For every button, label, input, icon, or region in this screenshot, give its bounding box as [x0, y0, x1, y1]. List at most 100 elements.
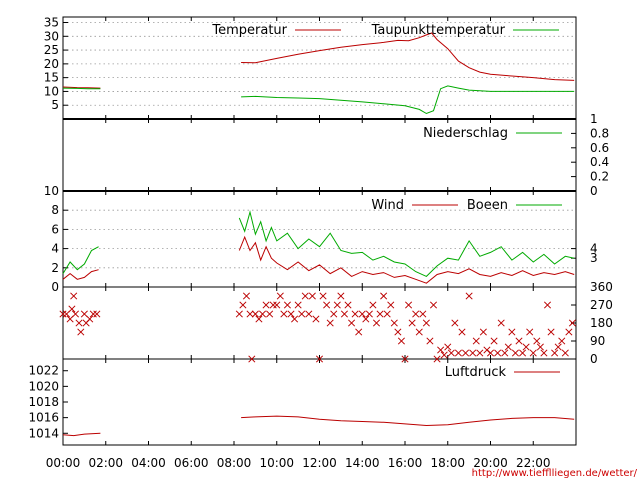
- wind-direction-point: [380, 292, 388, 300]
- wind-direction-point: [330, 310, 338, 318]
- wind-direction-point: [494, 349, 502, 357]
- wind-direction-point: [348, 319, 356, 327]
- series-line-wind: [238, 235, 575, 284]
- x-tick-label: 14:00: [345, 456, 380, 470]
- right-tick-label: 3: [590, 251, 598, 265]
- x-tick-label: 10:00: [259, 456, 294, 470]
- y-tick-label: 0.4: [590, 155, 609, 169]
- wind-direction-point: [497, 319, 505, 327]
- y-tick-label: 10: [44, 84, 59, 98]
- legend-label: Luftdruck: [445, 365, 507, 380]
- y-tick-label: 0.6: [590, 141, 609, 155]
- x-tick-label: 12:00: [302, 456, 337, 470]
- y-tick-label: 2: [51, 261, 59, 275]
- wind-direction-point: [451, 319, 459, 327]
- y-tick-label: 30: [44, 29, 59, 43]
- y-tick-label: 8: [51, 203, 59, 217]
- x-tick-label: 08:00: [217, 456, 252, 470]
- wind-direction-point: [68, 305, 76, 313]
- y-tick-label: 0: [51, 280, 59, 294]
- wind-direction-point: [75, 319, 83, 327]
- wind-direction-point: [429, 301, 438, 309]
- legend-label: Taupunkttemperatur: [371, 23, 506, 38]
- wind-direction-point: [235, 310, 243, 318]
- y-tick-label: 360: [590, 280, 613, 294]
- y-tick-label: 1022: [28, 364, 59, 378]
- wind-direction-point: [515, 337, 523, 345]
- legend-label: Niederschlag: [423, 126, 508, 141]
- wind-direction-point: [543, 301, 552, 309]
- wind-direction-point: [405, 301, 413, 309]
- x-tick-label: 04:00: [131, 456, 166, 470]
- wind-direction-point: [71, 310, 80, 318]
- wind-direction-point: [437, 346, 445, 354]
- wind-direction-point: [276, 292, 284, 300]
- wind-direction-point: [447, 349, 455, 357]
- series-line-taupunkttemperatur: [62, 87, 101, 90]
- wind-direction-point: [440, 351, 448, 359]
- wind-direction-point: [561, 349, 569, 357]
- wind-direction-point: [490, 337, 498, 345]
- y-tick-label: 90: [590, 334, 605, 348]
- wind-direction-point: [308, 292, 316, 300]
- wind-direction-point: [554, 343, 562, 351]
- wind-direction-point: [376, 310, 384, 318]
- wind-direction-point: [479, 328, 487, 336]
- wind-direction-point: [472, 337, 480, 345]
- wind-direction-point: [390, 319, 398, 327]
- wind-direction-point: [248, 355, 256, 363]
- wind-direction-point: [412, 310, 420, 318]
- wind-direction-point: [529, 349, 537, 357]
- y-tick-label: 1016: [28, 411, 59, 425]
- wind-direction-point: [355, 328, 363, 336]
- x-tick-label: 00:00: [46, 456, 81, 470]
- wind-direction-point: [251, 310, 259, 318]
- wind-direction-point: [469, 349, 477, 357]
- wind-direction-point: [565, 328, 573, 336]
- wind-direction-point: [387, 301, 395, 309]
- y-tick-label: 0: [590, 352, 598, 366]
- wind-direction-point: [283, 301, 291, 309]
- wind-direction-point: [77, 328, 85, 336]
- wind-direction-point: [287, 310, 295, 318]
- wind-direction-point: [383, 310, 391, 318]
- wind-direction-point: [415, 328, 423, 336]
- y-tick-label: 20: [44, 57, 59, 71]
- y-tick-label: 5: [51, 98, 59, 112]
- y-tick-label: 25: [44, 43, 59, 57]
- wind-direction-point: [326, 319, 334, 327]
- wind-direction-point: [511, 349, 519, 357]
- wind-direction-point: [547, 328, 555, 336]
- wind-direction-point: [365, 310, 373, 318]
- series-line-wind: [62, 269, 99, 280]
- series-line-temperatur: [241, 32, 575, 81]
- wind-direction-point: [551, 349, 559, 357]
- wind-direction-point: [526, 328, 534, 336]
- legend-label: Temperatur: [211, 23, 287, 38]
- wind-direction-point: [533, 337, 541, 345]
- right-tick-label: 4: [590, 242, 598, 256]
- x-tick-label: 16:00: [388, 456, 423, 470]
- wind-direction-point: [536, 343, 544, 351]
- wind-direction-point: [305, 310, 313, 318]
- series-line-luftdruck: [62, 432, 101, 437]
- wind-direction-point: [337, 292, 345, 300]
- x-tick-label: 20:00: [473, 456, 508, 470]
- wind-direction-point: [258, 310, 267, 318]
- wind-direction-point: [568, 319, 576, 327]
- x-tick-label: 18:00: [430, 456, 465, 470]
- wind-direction-point: [422, 319, 430, 327]
- wind-direction-point: [315, 355, 324, 363]
- wind-direction-point: [462, 349, 470, 357]
- x-tick-label: 22:00: [516, 456, 551, 470]
- y-tick-label: 180: [590, 316, 613, 330]
- wind-direction-point: [333, 301, 341, 309]
- wind-direction-point: [273, 301, 281, 309]
- wind-direction-point: [465, 292, 473, 300]
- wind-direction-point: [269, 301, 277, 309]
- wind-direction-point: [372, 319, 381, 327]
- wind-direction-point: [255, 315, 263, 323]
- source-url: http://www.tiefflliegen.de/wetter/: [472, 468, 638, 479]
- legend-label: Boeen: [467, 198, 508, 213]
- legend-label: Wind: [371, 198, 404, 213]
